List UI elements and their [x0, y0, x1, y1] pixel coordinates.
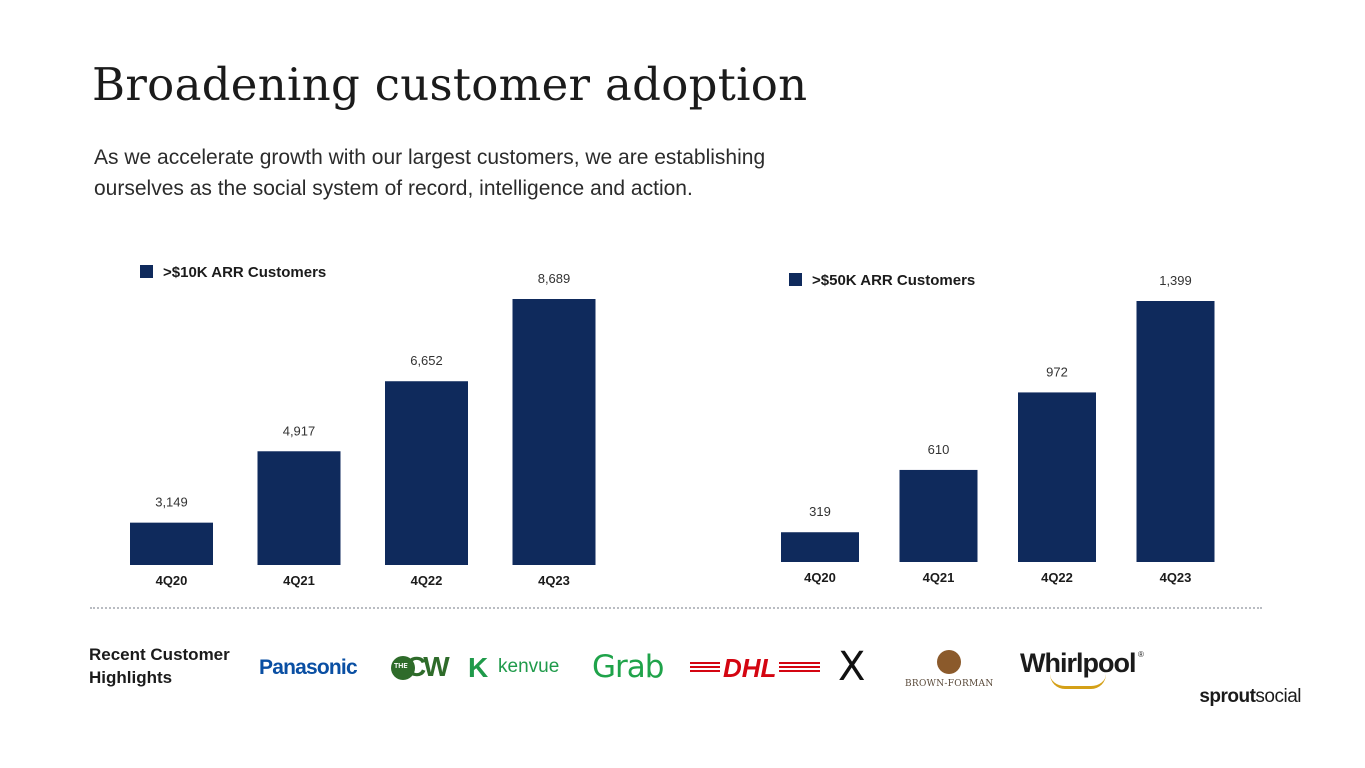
category-label: 4Q20: [156, 573, 188, 588]
brown-forman-seal-icon: [937, 650, 961, 674]
value-label: 610: [928, 442, 950, 457]
chart-50k-arr: >$50K ARR Customers 319 4Q20 610 4Q21 972 4Q22…: [781, 272, 1215, 585]
bar-4Q22: [1018, 392, 1096, 562]
grab-logo: Grab: [592, 649, 664, 685]
bar-4Q20: [781, 532, 859, 562]
divider: [90, 607, 1262, 609]
page-title: Broadening customer adoption: [92, 58, 808, 111]
x-logo: X: [838, 644, 866, 690]
legend-swatch: [789, 273, 802, 286]
bar-4Q20: [130, 522, 213, 565]
value-label: 1,399: [1159, 273, 1192, 288]
chart-legend: >$50K ARR Customers: [789, 272, 975, 289]
bar-4Q21: [257, 451, 341, 565]
dhl-logo: DHL: [690, 653, 820, 684]
value-label: 3,149: [155, 495, 188, 510]
chart-10k-arr: >$10K ARR Customers 3,149 4Q20 4,917 4Q21 6,6…: [130, 264, 596, 588]
bar-4Q23: [512, 299, 596, 565]
category-label: 4Q23: [538, 573, 570, 588]
cw-logo-circle: [391, 656, 415, 680]
bar-4Q21: [899, 469, 978, 562]
legend-label: >$10K ARR Customers: [163, 264, 326, 281]
value-label: 319: [809, 504, 831, 519]
chart-legend: >$10K ARR Customers: [140, 264, 326, 281]
bar-4Q22: [385, 381, 468, 565]
legend-swatch: [140, 265, 153, 278]
legend-label: >$50K ARR Customers: [812, 272, 975, 289]
value-label: 8,689: [538, 271, 571, 286]
category-label: 4Q21: [283, 573, 315, 588]
value-label: 972: [1046, 364, 1068, 379]
kenvue-mark: K: [468, 652, 489, 683]
value-label: 6,652: [410, 353, 443, 368]
panasonic-logo: Panasonic: [259, 656, 358, 679]
brown-forman-logo: BROWN-FORMAN: [905, 650, 993, 692]
sproutsocial-logo: sproutsocial: [1199, 686, 1301, 707]
value-label: 4,917: [283, 423, 316, 438]
page-subtitle: As we accelerate growth with our largest…: [94, 146, 766, 200]
category-label: 4Q21: [923, 570, 955, 585]
bar-4Q23: [1136, 301, 1215, 562]
category-label: 4Q20: [804, 570, 836, 585]
whirlpool-swoosh-icon: [1050, 674, 1106, 689]
category-label: 4Q22: [411, 573, 443, 588]
whirlpool-logo: Whirlpool ®: [1020, 648, 1145, 690]
category-label: 4Q22: [1041, 570, 1073, 585]
highlights-label: Recent Customer Highlights: [89, 645, 230, 687]
category-label: 4Q23: [1160, 570, 1192, 585]
